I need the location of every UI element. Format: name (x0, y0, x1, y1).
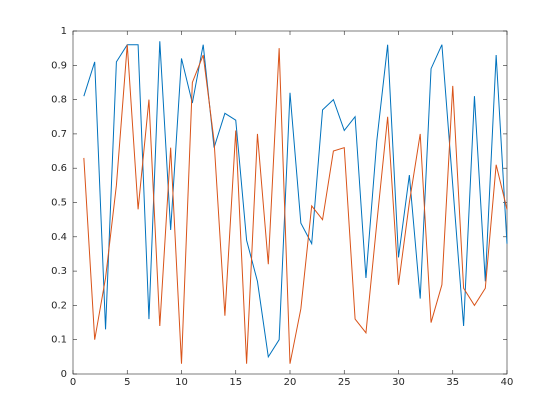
x-tick-label: 35 (446, 377, 459, 388)
series-line (83, 41, 508, 359)
y-tick-label: 0.1 (51, 335, 67, 346)
x-tick-label: 20 (284, 377, 297, 388)
axes-box (72, 30, 508, 375)
y-tick-label: 0.6 (51, 163, 67, 174)
series-line (83, 44, 508, 364)
x-tick-label: 0 (70, 377, 76, 388)
x-tick-label: 25 (338, 377, 351, 388)
y-tick-label: 0.7 (51, 129, 67, 140)
y-tick-label: 0 (61, 369, 67, 380)
y-tick-label: 1 (61, 26, 67, 37)
x-tick-label: 30 (392, 377, 405, 388)
y-tick-label: 0.3 (51, 266, 67, 277)
y-tick-label: 0.5 (51, 198, 67, 209)
y-tick-label: 0.2 (51, 300, 67, 311)
y-tick-label: 0.8 (51, 95, 67, 106)
x-tick-label: 10 (175, 377, 188, 388)
y-tick-label: 0.9 (51, 60, 67, 71)
x-tick-label: 40 (501, 377, 514, 388)
x-tick-label: 5 (124, 377, 130, 388)
y-tick-label: 0.4 (51, 232, 67, 243)
x-tick-label: 15 (229, 377, 242, 388)
